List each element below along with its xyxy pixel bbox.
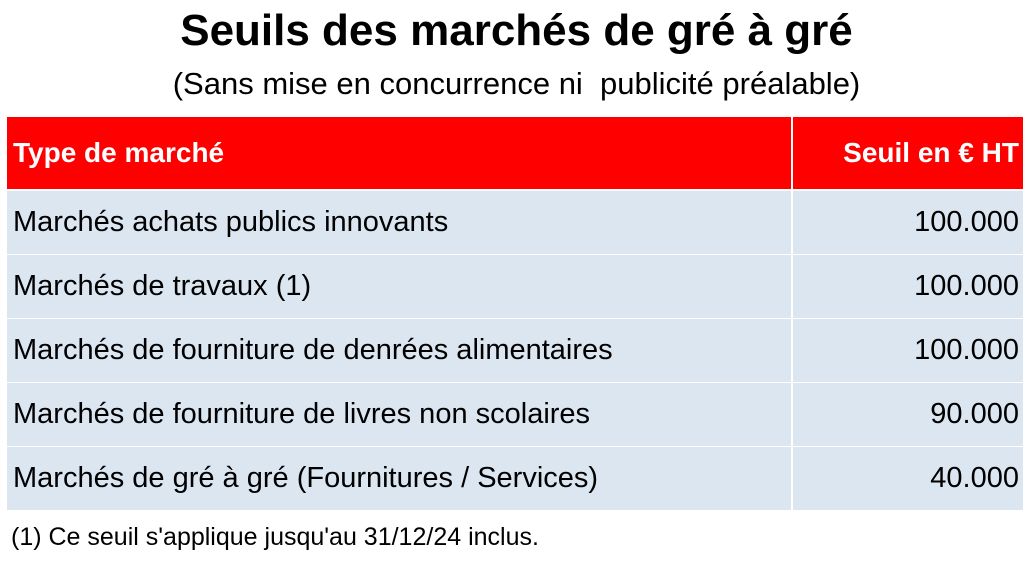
table-row: Marchés de gré à gré (Fournitures / Serv… [7,447,1023,510]
cell-seuil: 100.000 [793,255,1023,318]
cell-type: Marchés achats publics innovants [7,191,791,254]
cell-type: Marchés de gré à gré (Fournitures / Serv… [7,447,791,510]
page-subtitle: (Sans mise en concurrence ni publicité p… [172,66,861,101]
cell-seuil: 40.000 [793,447,1023,510]
cell-seuil: 90.000 [793,383,1023,446]
table-row: Marchés de fourniture de denrées aliment… [7,319,1023,382]
cell-type: Marchés de travaux (1) [7,255,791,318]
cell-seuil: 100.000 [793,191,1023,254]
footnote: (1) Ce seuil s'applique jusqu'au 31/12/2… [11,523,539,551]
column-header-type: Type de marché [7,117,791,189]
cell-type: Marchés de fourniture de denrées aliment… [7,319,791,382]
page-title: Seuils des marchés de gré à gré [180,6,853,55]
table-row: Marchés de fourniture de livres non scol… [7,383,1023,446]
thresholds-table: Type de marché Seuil en € HT Marchés ach… [7,117,1023,511]
table-header-row: Type de marché Seuil en € HT [7,117,1023,189]
table-row: Marchés de travaux (1) 100.000 [7,255,1023,318]
table-row: Marchés achats publics innovants 100.000 [7,191,1023,254]
column-header-seuil: Seuil en € HT [793,117,1023,189]
cell-type: Marchés de fourniture de livres non scol… [7,383,791,446]
cell-seuil: 100.000 [793,319,1023,382]
